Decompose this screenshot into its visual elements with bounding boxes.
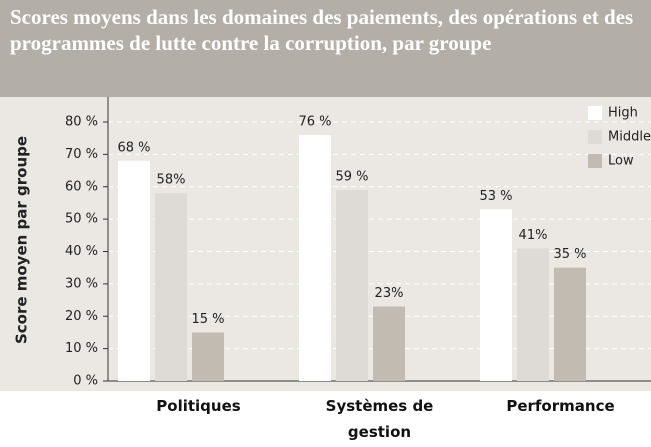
x-tick-label: Performance xyxy=(506,397,615,415)
data-label: 76 % xyxy=(298,114,331,129)
y-tick-label: 10 % xyxy=(65,341,98,356)
data-label: 23% xyxy=(375,286,404,301)
data-label: 35 % xyxy=(553,247,586,262)
legend-swatch xyxy=(588,130,602,144)
y-tick-label: 0 % xyxy=(73,374,98,389)
y-axis-label: Score moyen par groupe xyxy=(13,136,31,344)
x-tick-label-box: Systèmes de gestion xyxy=(325,397,434,441)
legend-label: Low xyxy=(608,154,634,169)
data-label: 58% xyxy=(157,173,186,188)
chart-title: Scores moyens dans les domaines des paie… xyxy=(0,0,651,97)
bar xyxy=(155,193,187,381)
x-tick-label: Politiques xyxy=(156,397,241,415)
y-tick-label: 60 % xyxy=(65,179,98,194)
bar xyxy=(480,209,512,381)
y-tick-label: 30 % xyxy=(65,276,98,291)
x-tick-label-box: Performance xyxy=(506,397,615,415)
bar xyxy=(517,248,549,381)
y-tick-label: 50 % xyxy=(65,212,98,227)
legend-label: High xyxy=(608,106,638,121)
x-tick-label: Systèmes de gestion xyxy=(325,397,434,441)
data-label: 68 % xyxy=(117,140,150,155)
data-label: 53 % xyxy=(479,189,512,204)
y-tick-label: 80 % xyxy=(65,115,98,130)
y-tick-label: 70 % xyxy=(65,147,98,162)
y-tick-label: 20 % xyxy=(65,309,98,324)
data-label: 41% xyxy=(519,228,548,243)
bar xyxy=(554,267,586,381)
legend-swatch xyxy=(588,154,602,168)
bar xyxy=(373,306,405,381)
legend-swatch xyxy=(588,106,602,120)
x-tick-label-box: Politiques xyxy=(156,397,241,415)
data-label: 15 % xyxy=(191,312,224,327)
data-label: 59 % xyxy=(335,169,368,184)
legend-label: Middle xyxy=(608,130,651,145)
bar xyxy=(336,189,368,381)
bar xyxy=(118,160,150,381)
y-tick-label: 40 % xyxy=(65,244,98,259)
bar xyxy=(192,332,224,381)
bar xyxy=(299,134,331,381)
